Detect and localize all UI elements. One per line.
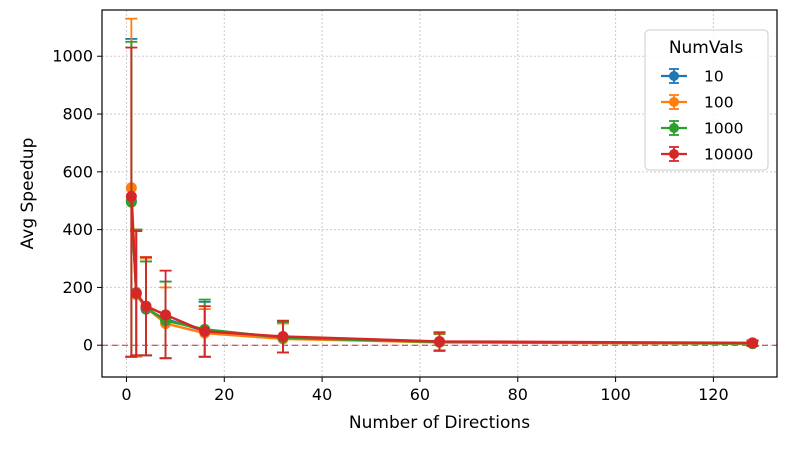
- legend-label: 1000: [704, 120, 743, 138]
- legend-marker: [669, 97, 679, 107]
- y-tick-label: 0: [83, 336, 93, 355]
- legend-entry: 10: [661, 68, 724, 86]
- data-point: [160, 309, 172, 321]
- legend-entry: 100: [661, 94, 734, 112]
- data-point: [434, 335, 445, 347]
- data-point: [747, 337, 759, 349]
- legend-marker: [669, 149, 679, 159]
- y-tick-label: 600: [62, 162, 93, 181]
- x-tick-label: 60: [410, 385, 430, 404]
- y-tick-label: 400: [62, 220, 93, 239]
- data-point: [130, 287, 142, 299]
- data-point: [277, 331, 289, 343]
- y-tick-label: 800: [62, 105, 93, 124]
- legend: NumVals 10 100 1000 10000: [644, 29, 769, 171]
- legend-entry: 10000: [661, 146, 753, 164]
- y-axis-label: Avg Speedup: [18, 138, 38, 250]
- legend-label: 100: [704, 94, 734, 112]
- plot-frame: [101, 9, 778, 378]
- legend-marker: [669, 71, 679, 81]
- legend-label: 10: [704, 68, 724, 86]
- x-tick-label: 40: [312, 385, 332, 404]
- series-layer: [125, 17, 759, 360]
- legend-entry: 1000: [661, 120, 743, 138]
- y-tick-label: 200: [62, 278, 93, 297]
- x-tick-label: 80: [508, 385, 528, 404]
- legend-label: 10000: [704, 146, 753, 164]
- legend-marker: [669, 123, 679, 133]
- series-10000: [125, 46, 759, 360]
- x-tick-label: 20: [214, 385, 234, 404]
- data-point: [140, 300, 152, 312]
- grid: [102, 10, 777, 377]
- x-tick-label: 0: [121, 385, 131, 404]
- x-tick-label: 100: [600, 385, 631, 404]
- y-tick-label: 1000: [52, 47, 93, 66]
- data-point: [199, 325, 211, 337]
- x-axis-label: Number of Directions: [349, 413, 530, 433]
- ticks: 0 20 40 60 80 100 120 0 200 400 600 800 1000: [52, 47, 728, 404]
- data-point: [125, 190, 137, 202]
- legend-title: NumVals: [669, 38, 744, 58]
- x-tick-label: 120: [698, 385, 729, 404]
